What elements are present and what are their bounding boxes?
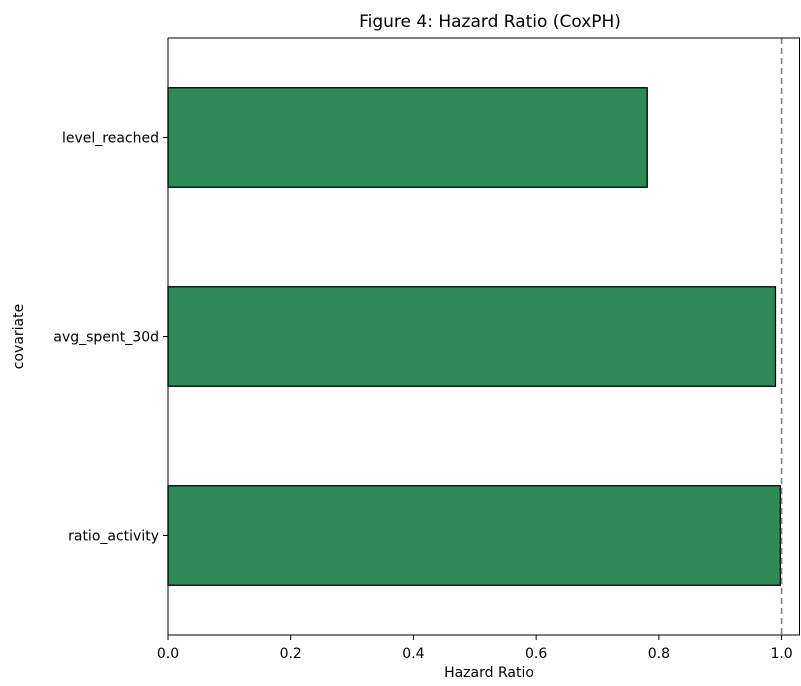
bar-avg_spent_30d bbox=[167, 286, 777, 387]
x-tick-label-5: 1.0 bbox=[770, 646, 792, 662]
x-tick-label-0: 0.0 bbox=[157, 646, 179, 662]
chart-title: Figure 4: Hazard Ratio (CoxPH) bbox=[359, 12, 621, 32]
bar-level_reached bbox=[167, 87, 648, 188]
y-tick-label-ratio_activity: ratio_activity bbox=[68, 529, 159, 545]
x-axis-label: Hazard Ratio bbox=[444, 665, 534, 681]
x-tick-label-4: 0.8 bbox=[648, 646, 670, 662]
y-tick-label-avg_spent_30d: avg_spent_30d bbox=[53, 330, 159, 346]
x-tick-label-2: 0.4 bbox=[402, 646, 424, 662]
x-tick-label-3: 0.6 bbox=[525, 646, 547, 662]
x-tick-label-1: 0.2 bbox=[280, 646, 302, 662]
y-axis-label: covariate bbox=[11, 304, 27, 369]
y-tick-label-level_reached: level_reached bbox=[62, 131, 159, 147]
bar-ratio_activity bbox=[167, 485, 782, 586]
plot-area: level_reached avg_spent_30d ratio_activity… bbox=[53, 37, 800, 662]
